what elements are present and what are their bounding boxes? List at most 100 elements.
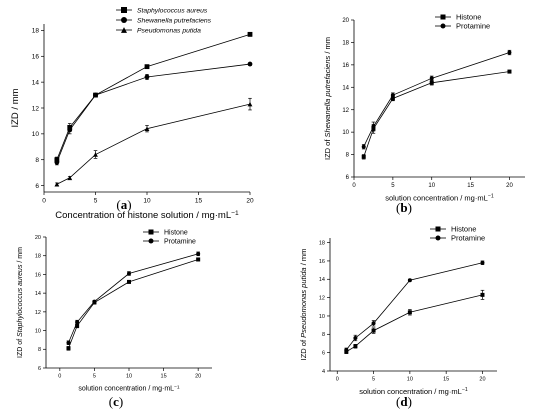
series-line xyxy=(56,103,251,185)
series-pseudomonas-putida xyxy=(54,97,253,187)
data-point xyxy=(67,175,73,181)
data-point xyxy=(429,76,434,81)
y-tick-label: 8 xyxy=(35,157,39,164)
data-point xyxy=(371,124,376,129)
legend-label: Histone xyxy=(451,225,476,234)
series-protamine xyxy=(344,260,485,353)
series-line xyxy=(363,71,510,157)
legend-label: Protamine xyxy=(451,234,485,243)
series-line xyxy=(56,33,251,160)
legend-label: Shewanella putrefaciens xyxy=(137,17,212,24)
x-axis-label-sup: −1 xyxy=(231,210,239,217)
series-protamine xyxy=(66,251,201,345)
series-line xyxy=(56,63,251,163)
y-tick-label: 14 xyxy=(32,79,40,86)
series-line xyxy=(363,52,510,147)
data-point xyxy=(247,61,253,67)
panel-label-close: ) xyxy=(408,394,412,409)
y-axis-label: IZD of Pseudomonas putida / mm xyxy=(299,249,308,361)
y-axis-label-prefix: IZD of xyxy=(17,337,24,358)
data-point xyxy=(407,310,412,315)
data-point xyxy=(390,96,395,101)
x-tick-label: 0 xyxy=(336,377,339,383)
x-tick-label: 5 xyxy=(94,198,98,205)
y-axis-label-unit: / mm xyxy=(299,249,308,268)
y-tick-label: 8 xyxy=(38,347,41,353)
x-tick-label: 15 xyxy=(467,183,474,189)
data-point xyxy=(344,347,349,352)
panel-label: (c) xyxy=(109,394,123,409)
x-tick-label: 5 xyxy=(372,377,375,383)
data-point xyxy=(390,93,395,98)
panel-label-open: ( xyxy=(396,200,400,215)
data-point xyxy=(66,346,71,351)
y-tick-label: 14 xyxy=(319,277,325,283)
y-tick-label: 6 xyxy=(38,366,41,372)
chart-panel-a: 0 5 10 15 20 6 8 10 12 14 16 18 Concentration of his… xyxy=(10,7,254,221)
panel-label: (a) xyxy=(116,197,131,212)
panel-label-open: ( xyxy=(116,197,120,212)
y-tick-label: 20 xyxy=(342,18,349,24)
data-point xyxy=(144,126,150,131)
legend-marker xyxy=(121,7,127,13)
y-tick-label: 20 xyxy=(35,235,41,241)
data-point xyxy=(361,154,366,159)
data-point xyxy=(92,299,97,304)
legend-marker xyxy=(148,229,154,235)
series-shewanella-putrefaciens xyxy=(54,61,253,166)
legend-label: Pseudomonas putida xyxy=(137,27,201,34)
series-staphylococcus-aureus xyxy=(54,31,253,163)
y-tick-label: 10 xyxy=(35,328,41,334)
legend-marker xyxy=(148,238,154,244)
x-tick-label: 0 xyxy=(42,198,46,205)
data-point xyxy=(66,340,71,345)
y-tick-label: 10 xyxy=(32,131,40,138)
data-point xyxy=(196,251,201,256)
x-tick-label: 0 xyxy=(352,183,356,189)
y-axis-label-unit: / mm xyxy=(17,247,24,265)
series-line xyxy=(68,253,199,343)
panel-label-open: ( xyxy=(109,394,113,409)
data-point xyxy=(75,323,80,328)
x-tick-label: 15 xyxy=(161,374,167,380)
series-line xyxy=(68,259,199,349)
legend-marker xyxy=(440,23,446,29)
legend-label: Staphylococcus aureus xyxy=(137,7,208,14)
legend-marker xyxy=(121,27,127,33)
y-tick-label: 6 xyxy=(35,183,39,190)
series-line xyxy=(346,294,483,353)
data-point xyxy=(75,320,80,325)
y-tick-label: 12 xyxy=(35,310,41,316)
panel-label-close: ) xyxy=(119,394,123,409)
panel-label-close: ) xyxy=(127,197,131,212)
legend-label: Protamine xyxy=(456,22,490,31)
panel-label: (b) xyxy=(396,200,412,215)
legend-label: Histone xyxy=(456,13,481,22)
legend: Histone Protamine xyxy=(143,229,196,245)
series-histone xyxy=(66,257,201,351)
y-axis-label-prefix: IZD of xyxy=(323,137,332,160)
y-axis-label-unit: / mm xyxy=(323,37,332,56)
data-point xyxy=(507,69,512,74)
x-axis-label-sup: −1 xyxy=(462,387,468,393)
x-tick-label: 0 xyxy=(58,374,61,380)
series-protamine xyxy=(361,49,512,150)
data-point xyxy=(67,127,73,133)
x-axis-label-text: Concentration of histone solution / mg·m… xyxy=(55,210,231,221)
y-tick-label: 16 xyxy=(342,63,349,69)
x-tick-label: 10 xyxy=(407,377,413,383)
y-axis-label-species: Pseudomonas putida xyxy=(299,267,308,337)
panel-label-letter: a xyxy=(121,197,128,212)
x-axis-label: solution concentration / mg·mL−1 xyxy=(78,384,180,393)
y-tick-label: 10 xyxy=(319,314,325,320)
y-tick-label: 8 xyxy=(322,332,325,338)
data-point xyxy=(407,278,412,283)
y-tick-label: 8 xyxy=(346,153,350,159)
x-axis-label-text: solution concentration / mg·mL xyxy=(385,194,488,203)
y-tick-label: 6 xyxy=(322,351,325,357)
y-tick-label: 12 xyxy=(319,296,325,302)
x-tick-label: 5 xyxy=(391,183,395,189)
legend-marker xyxy=(440,14,446,20)
legend-marker xyxy=(121,17,127,23)
